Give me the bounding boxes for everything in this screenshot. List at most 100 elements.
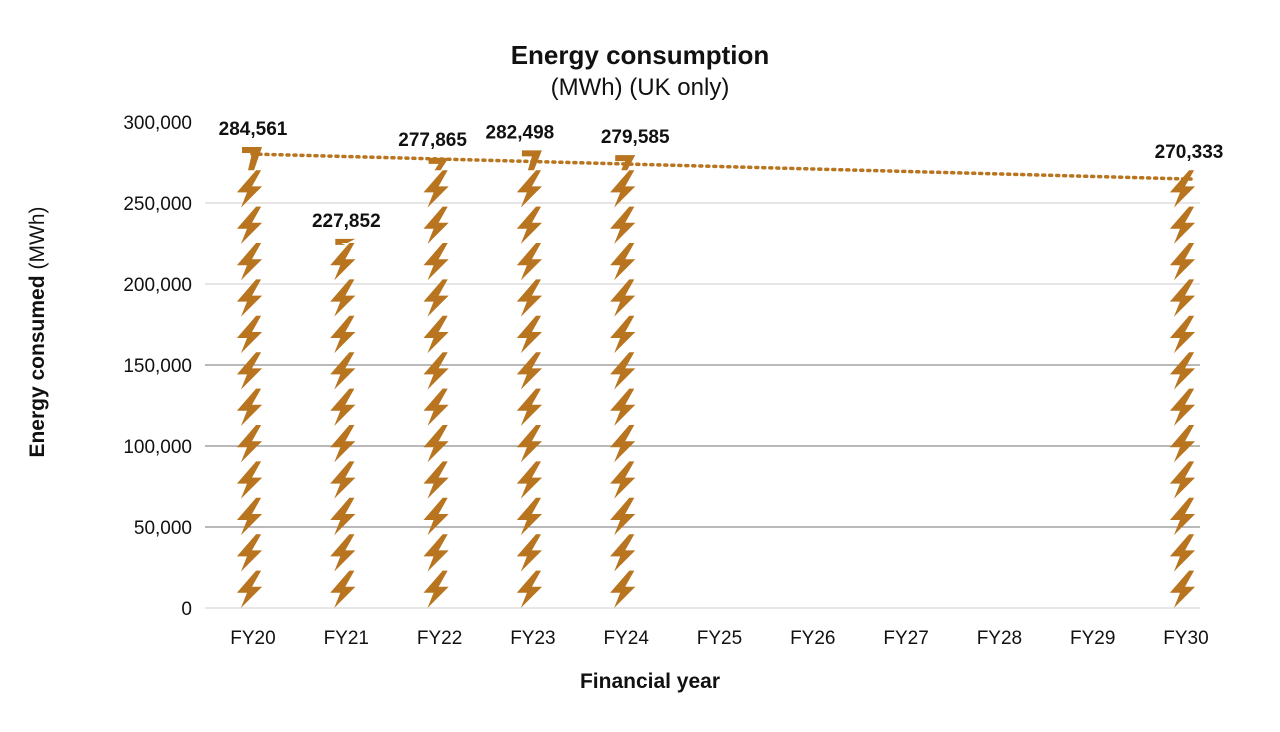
x-tick-label: FY28	[977, 628, 1022, 649]
bolt-icon	[1169, 388, 1196, 426]
bolt-icon	[1169, 170, 1196, 208]
bolt-icon	[610, 279, 636, 317]
y-tick-label: 300,000	[123, 113, 192, 134]
bolt-icon	[516, 497, 542, 536]
x-tick-label: FY27	[883, 628, 928, 649]
bolt-icon	[423, 534, 449, 572]
bolt-icon	[236, 461, 263, 499]
bolt-icon	[516, 243, 542, 281]
bolt-icon	[330, 425, 356, 463]
bar-fy23	[516, 150, 542, 608]
bolt-icon	[516, 425, 542, 463]
bolt-icon	[423, 243, 449, 281]
x-tick-label: FY30	[1163, 628, 1208, 649]
bolt-icon	[330, 497, 356, 536]
bolt-icon	[330, 534, 356, 572]
bolt-icon	[610, 425, 636, 463]
bolt-cap	[242, 147, 262, 171]
data-label: 277,865	[398, 130, 467, 151]
bolt-icon	[1169, 315, 1196, 354]
bolt-icon	[423, 497, 449, 536]
y-tick-label: 200,000	[123, 275, 192, 296]
bolt-icon	[423, 388, 449, 426]
bolt-icon	[610, 388, 636, 426]
bolt-icon	[330, 388, 356, 426]
bolt-icon	[610, 315, 636, 354]
y-tick-label: 0	[181, 599, 192, 620]
bolt-icon	[610, 497, 636, 536]
bolt-icon	[423, 425, 449, 463]
bolt-icon	[1169, 243, 1196, 281]
bolt-icon	[236, 534, 263, 572]
trend-line	[250, 152, 1193, 181]
bolt-icon	[236, 570, 263, 608]
bolt-icon	[330, 461, 356, 499]
bolt-icon	[330, 243, 356, 281]
bolt-icon	[423, 352, 449, 390]
bolt-icon	[423, 170, 449, 208]
bolt-icon	[1169, 497, 1196, 536]
bolt-icon	[236, 497, 263, 536]
bolt-icon	[516, 570, 542, 608]
bolt-icon	[423, 570, 449, 608]
bolt-icon	[423, 315, 449, 354]
bolt-icon	[1169, 206, 1196, 244]
bolt-icon	[516, 388, 542, 426]
bolt-icon	[516, 352, 542, 390]
bolt-icon	[236, 425, 263, 463]
data-label: 279,585	[601, 127, 670, 148]
bar-fy20	[236, 147, 263, 608]
bolt-icon	[423, 279, 449, 317]
bolt-icon	[423, 206, 449, 244]
bolt-icon	[516, 279, 542, 317]
bolt-icon	[610, 534, 636, 572]
bolt-icon	[236, 243, 263, 281]
bolt-icon	[516, 315, 542, 354]
bolt-cap	[428, 157, 449, 171]
bolt-icon	[1169, 461, 1196, 499]
bolt-icon	[1169, 279, 1196, 317]
bolt-icon	[516, 534, 542, 572]
x-tick-label: FY29	[1070, 628, 1115, 649]
bolt-icon	[610, 243, 636, 281]
bolt-cap	[335, 238, 356, 245]
x-tick-label: FY26	[790, 628, 835, 649]
bar-fy21	[330, 238, 356, 608]
y-tick-label: 100,000	[123, 437, 192, 458]
bolt-icon	[330, 279, 356, 317]
x-tick-label: FY21	[324, 628, 369, 649]
bolt-icon	[236, 352, 263, 390]
data-label: 282,498	[486, 122, 555, 143]
bar-fy30	[1169, 170, 1196, 608]
x-tick-label: FY24	[603, 628, 649, 649]
x-tick-label: FY20	[230, 628, 275, 649]
y-tick-label: 150,000	[123, 356, 192, 377]
bolt-icon	[610, 570, 636, 608]
y-tick-label: 250,000	[123, 194, 192, 215]
chart-subtitle: (MWh) (UK only)	[550, 74, 730, 101]
bolt-icon	[1169, 534, 1196, 572]
x-tick-label: FY22	[417, 628, 462, 649]
bolt-icon	[1169, 570, 1196, 608]
bolt-icon	[516, 206, 542, 244]
bolt-icon	[1169, 352, 1196, 390]
bolt-icon	[423, 461, 449, 499]
data-label: 270,333	[1155, 142, 1224, 163]
x-tick-label: FY23	[510, 628, 555, 649]
bolt-icon	[330, 570, 356, 608]
bolt-icon	[236, 279, 263, 317]
bolt-icon	[236, 315, 263, 354]
x-axis-label: Financial year	[579, 670, 721, 693]
bar-fy24	[610, 155, 636, 608]
bolt-icon	[610, 170, 636, 208]
bolt-icon	[516, 461, 542, 499]
bolt-icon	[610, 352, 636, 390]
bolt-icon	[610, 461, 636, 499]
y-tick-label: 50,000	[134, 518, 192, 539]
chart-title: Energy consumption	[510, 40, 770, 70]
bolt-icon	[330, 315, 356, 354]
bar-fy22	[423, 157, 449, 608]
bolt-icon	[236, 388, 263, 426]
data-label: 227,852	[312, 211, 381, 232]
